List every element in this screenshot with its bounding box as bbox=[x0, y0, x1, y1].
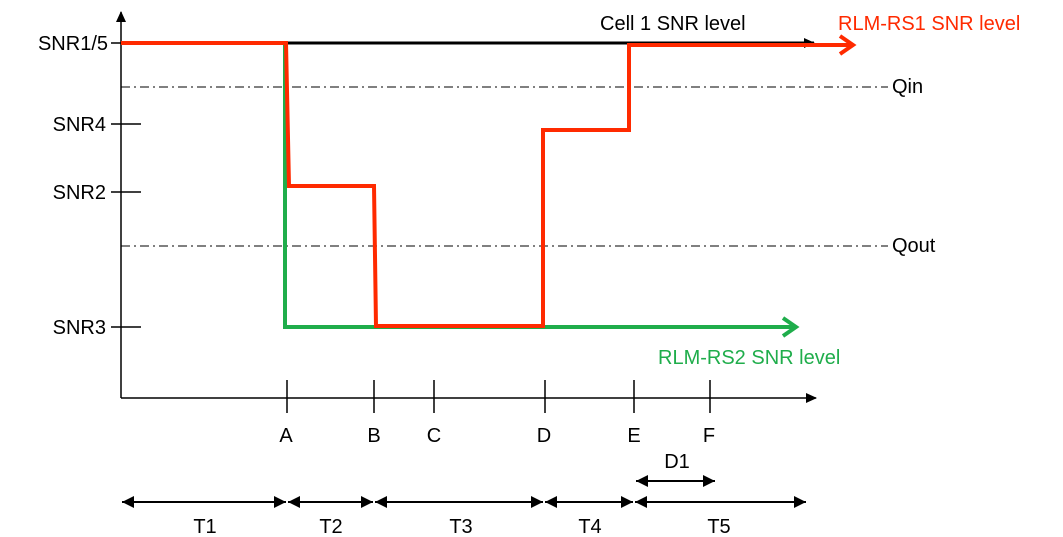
interval-t3-label: T3 bbox=[449, 516, 472, 537]
qin-label: Qin bbox=[892, 76, 923, 98]
rs1-snr-line bbox=[121, 34, 857, 328]
y-label-snr4: SNR4 bbox=[53, 114, 106, 136]
time-label-d: D bbox=[537, 425, 551, 447]
time-label-e: E bbox=[627, 425, 640, 447]
interval-t1-label: T1 bbox=[193, 516, 216, 537]
time-label-c: C bbox=[427, 425, 441, 447]
rs2-snr-label: RLM-RS2 SNR level bbox=[658, 347, 840, 369]
interval-t2-label: T2 bbox=[319, 516, 342, 537]
time-label-a: A bbox=[279, 425, 293, 447]
time-label-b: B bbox=[367, 425, 380, 447]
y-label-snr3: SNR3 bbox=[53, 317, 106, 339]
duration-d1-label: D1 bbox=[664, 451, 690, 473]
time-label-f: F bbox=[703, 425, 715, 447]
y-label-snr2: SNR2 bbox=[53, 182, 106, 204]
interval-t5-label: T5 bbox=[707, 516, 730, 537]
interval-t4-label: T4 bbox=[578, 516, 601, 537]
y-label-snr15: SNR1/5 bbox=[38, 33, 108, 55]
rs1-snr-label: RLM-RS1 SNR level bbox=[838, 13, 1020, 35]
rs2-snr-line bbox=[121, 41, 800, 338]
qout-label: Qout bbox=[892, 235, 936, 257]
cell1-snr-label: Cell 1 SNR level bbox=[600, 13, 746, 35]
